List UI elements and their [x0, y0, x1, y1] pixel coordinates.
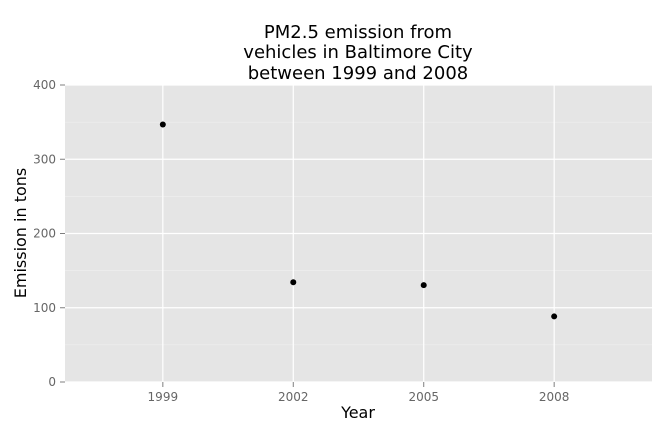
data-point	[290, 279, 297, 286]
y-tick-label: 300	[33, 152, 56, 166]
grid-layer	[65, 84, 652, 383]
data-point	[420, 282, 427, 289]
x-tick-label: 1999	[148, 390, 179, 404]
y-axis-title: Emission in tons	[11, 168, 30, 298]
points-layer	[159, 121, 558, 320]
y-tick-label: 200	[33, 227, 56, 241]
x-tick-label: 2002	[278, 390, 309, 404]
data-point	[551, 313, 558, 320]
x-tick-label: 2008	[539, 390, 570, 404]
y-tick-label: 0	[48, 375, 56, 389]
chart-title-line-2: vehicles in Baltimore City	[243, 42, 473, 63]
ticks-layer	[60, 84, 555, 387]
y-tick-label: 100	[33, 301, 56, 315]
data-point	[159, 121, 166, 128]
chart-title-line-3: between 1999 and 2008	[248, 63, 468, 84]
tick-labels-layer: 0 100 200 300 400 1999 2002 2005 2008	[33, 78, 569, 404]
x-tick-label: 2005	[408, 390, 439, 404]
chart-title-line-1: PM2.5 emission from	[264, 22, 452, 43]
x-axis-title: Year	[340, 403, 375, 422]
y-tick-label: 400	[33, 78, 56, 92]
